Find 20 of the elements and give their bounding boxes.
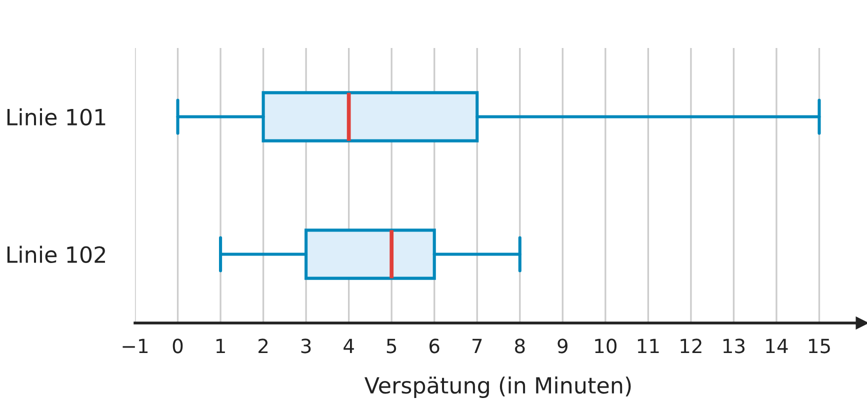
x-tick-label: 12 (680, 338, 702, 354)
x-tick-label: 5 (386, 338, 396, 354)
x-tick-label: 0 (172, 338, 183, 354)
x-tick-label: 14 (766, 338, 788, 354)
x-tick-label: 4 (344, 338, 354, 354)
x-tick-label: 9 (558, 338, 568, 354)
x-tick-label: 2 (258, 338, 268, 354)
y-tick-label: Linie 102 (7, 246, 105, 264)
x-tick-label: 7 (472, 338, 482, 354)
x-tick-label: 3 (301, 338, 311, 354)
x-tick-label: 11 (638, 338, 659, 354)
x-tick-label: 13 (723, 338, 745, 354)
x-tick-label: 6 (430, 338, 440, 354)
y-tick-label: Linie 101 (7, 108, 106, 126)
x-tick-label: 15 (809, 338, 830, 354)
x-axis-title: Verspätung (in Minuten) (364, 376, 631, 398)
x-tick-label: −1 (122, 338, 148, 354)
x-tick-label: 1 (216, 338, 225, 354)
x-tick-label: 10 (595, 338, 616, 354)
x-tick-label: 8 (515, 338, 525, 354)
